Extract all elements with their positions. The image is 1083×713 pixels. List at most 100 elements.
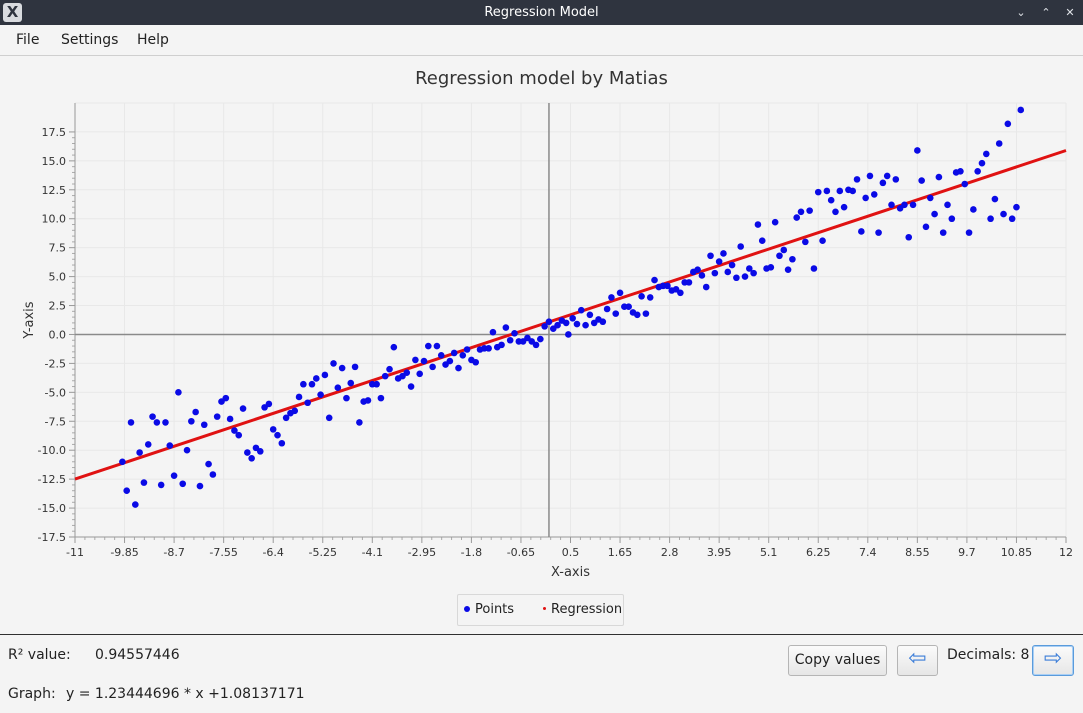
x-app-icon: X — [3, 3, 22, 22]
x-tick-label: -11 — [66, 546, 84, 559]
data-point — [377, 394, 385, 402]
chart-title: Regression model by Matias — [415, 68, 668, 89]
x-tick-label: -0.65 — [507, 546, 535, 559]
data-point — [909, 201, 917, 209]
data-point — [209, 471, 217, 478]
data-point — [162, 419, 169, 426]
data-point — [450, 349, 458, 357]
data-point — [819, 237, 826, 245]
data-point — [758, 237, 766, 245]
x-axis-label: X-axis — [551, 565, 590, 580]
data-point — [939, 229, 947, 236]
data-point — [780, 246, 788, 254]
y-tick-label: 0.0 — [49, 328, 67, 341]
data-point — [502, 324, 510, 331]
chevron-down-icon[interactable]: ⌄ — [1016, 6, 1026, 19]
r2-value: 0.94557446 — [95, 647, 180, 663]
y-tick-label: 5.0 — [49, 271, 67, 284]
data-point — [407, 383, 415, 390]
data-point — [532, 341, 540, 349]
data-point — [694, 266, 701, 273]
data-point — [364, 397, 372, 404]
x-tick-label: 5.1 — [760, 546, 778, 559]
data-point — [616, 289, 624, 297]
data-point — [1004, 120, 1012, 128]
x-tick-label: 3.95 — [707, 546, 732, 559]
data-point — [789, 255, 796, 263]
next-decimals-button[interactable]: ⇨ — [1032, 645, 1074, 676]
data-point — [205, 460, 212, 468]
r2-label: R² value: — [8, 647, 71, 663]
x-tick-label: 12 — [1059, 546, 1073, 559]
menu-file[interactable]: File — [16, 32, 40, 48]
menu-settings[interactable]: Settings — [61, 32, 119, 48]
data-point — [750, 269, 757, 277]
prev-decimals-button[interactable]: ⇦ — [897, 645, 938, 676]
data-point — [541, 323, 548, 330]
data-point — [836, 187, 844, 195]
x-tick-label: 0.5 — [562, 546, 580, 559]
data-point — [586, 311, 594, 319]
data-point — [248, 455, 255, 462]
data-point — [698, 272, 706, 279]
data-point — [244, 449, 251, 456]
data-point — [235, 431, 243, 439]
data-point — [582, 321, 589, 329]
data-point — [793, 214, 801, 221]
data-point — [373, 380, 380, 388]
y-tick-label: -5.0 — [45, 386, 66, 399]
x-tick-label: 9.7 — [958, 546, 976, 559]
chart-panel: Regression model by Matias -11 -9.85 -8.7-… — [0, 56, 1083, 634]
data-point — [931, 210, 938, 218]
data-point — [995, 140, 1003, 147]
data-point — [330, 360, 337, 367]
data-point — [603, 305, 611, 313]
data-point — [720, 250, 727, 257]
data-point — [879, 179, 887, 187]
graph-label: Graph: — [8, 686, 56, 702]
regression-chart: -11 -9.85 -8.7 -7.55 -6.4 -5.25 -4.1 -2.95 -1.8 -… — [22, 102, 1073, 580]
data-point — [239, 405, 247, 412]
chevron-up-icon[interactable]: ⌃ — [1041, 6, 1051, 19]
points-marker-icon — [464, 605, 470, 612]
data-point — [554, 321, 561, 329]
data-point — [153, 419, 161, 426]
data-point — [573, 320, 581, 328]
x-tick-label: 6.25 — [806, 546, 831, 559]
x-tick-label: 1.65 — [608, 546, 633, 559]
data-point — [446, 357, 454, 365]
data-point — [506, 336, 514, 344]
data-point — [175, 389, 182, 396]
data-point — [926, 194, 934, 202]
menu-help[interactable]: Help — [137, 32, 169, 48]
data-point — [304, 399, 311, 407]
data-point — [991, 195, 999, 203]
data-point — [982, 150, 990, 158]
data-point — [231, 427, 238, 434]
data-point — [183, 446, 191, 454]
legend-regression-label: Regression — [551, 602, 623, 617]
data-point — [862, 194, 869, 202]
data-point — [883, 172, 891, 180]
data-point — [140, 479, 148, 486]
data-point — [784, 266, 792, 273]
copy-values-button[interactable]: Copy values — [788, 645, 887, 676]
data-point — [403, 369, 411, 376]
regression-marker-icon — [543, 607, 546, 610]
y-tick-label: 7.5 — [49, 242, 67, 255]
data-point — [300, 380, 307, 388]
data-point — [797, 208, 805, 216]
data-point — [569, 314, 576, 322]
x-tick-label: -5.25 — [309, 546, 337, 559]
data-point — [390, 343, 398, 351]
data-point — [651, 276, 658, 284]
x-tick-label: 7.4 — [859, 546, 877, 559]
data-point — [625, 303, 632, 310]
data-point — [866, 172, 874, 180]
data-point — [356, 419, 363, 426]
data-point — [269, 426, 277, 433]
y-tick-label: -10.0 — [38, 444, 66, 457]
close-icon[interactable]: ✕ — [1065, 6, 1075, 19]
data-point — [136, 449, 143, 456]
data-point — [312, 375, 320, 382]
